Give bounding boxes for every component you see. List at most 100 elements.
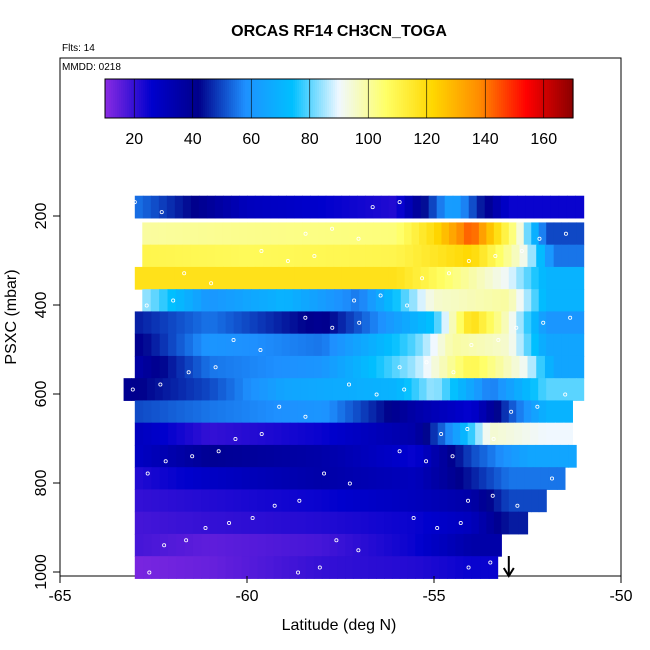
heat-cell: [546, 378, 555, 401]
heat-cell: [530, 422, 539, 446]
colorbar-swatch: [151, 79, 154, 118]
heat-cell: [247, 266, 256, 290]
colorbar-tick-label: 160: [530, 131, 557, 148]
heat-cell: [487, 244, 497, 268]
heat-cell: [309, 266, 319, 290]
heat-cell: [407, 355, 416, 379]
heat-cell: [313, 533, 323, 557]
heat-cell: [270, 195, 280, 219]
heat-cell: [531, 222, 540, 246]
colorbar-swatch: [159, 79, 162, 118]
colorbar-swatch: [189, 79, 192, 118]
heat-cell: [143, 556, 153, 579]
heat-cell: [329, 511, 338, 535]
colorbar-swatch: [371, 79, 374, 118]
heat-cell: [209, 444, 219, 468]
heat-cell: [460, 333, 470, 357]
heat-cell: [241, 444, 251, 468]
heat-cell: [321, 333, 331, 357]
heat-cell: [538, 311, 547, 335]
sample-point: [397, 200, 402, 205]
heat-cell: [428, 266, 438, 290]
heat-cell: [225, 311, 235, 335]
colorbar-swatch: [221, 79, 224, 118]
heat-cell: [158, 244, 168, 268]
sample-point: [216, 449, 221, 454]
heat-cell: [257, 489, 267, 513]
heat-cell: [523, 222, 532, 246]
heat-cell: [399, 511, 409, 535]
heat-cell: [463, 467, 472, 490]
x-tick-label: -60: [235, 588, 258, 605]
heat-cell: [404, 266, 414, 290]
colorbar-swatch: [451, 79, 454, 118]
heat-cell: [337, 489, 346, 513]
heat-cell: [217, 511, 227, 535]
heat-cell: [337, 333, 346, 357]
colorbar-swatch: [511, 79, 514, 118]
sample-point: [424, 360, 429, 365]
colorbar-swatch: [501, 79, 504, 118]
heat-cell: [479, 355, 489, 379]
heat-cell: [143, 422, 153, 446]
heat-cell: [503, 355, 513, 379]
heat-cell: [162, 378, 172, 401]
colorbar-swatch: [193, 79, 196, 118]
heat-cell: [134, 422, 144, 446]
heat-cell: [254, 266, 264, 290]
colorbar-swatch: [483, 79, 486, 118]
heat-cell: [568, 266, 577, 290]
colorbar-swatch: [521, 79, 524, 118]
heat-cell: [281, 444, 291, 468]
heat-cell: [452, 422, 461, 446]
colorbar-swatch: [279, 79, 282, 118]
heat-cell: [357, 244, 366, 268]
colorbar-tick-label: 80: [301, 131, 319, 148]
heat-cell: [309, 244, 319, 268]
heat-cell: [438, 244, 448, 268]
heat-cell: [265, 533, 275, 557]
sample-point: [209, 281, 214, 286]
heat-cell: [568, 333, 577, 357]
heat-cell: [488, 556, 499, 579]
colorbar-swatch: [111, 79, 114, 118]
sample-point: [493, 254, 498, 259]
heat-cell: [516, 222, 525, 246]
sample-point: [397, 449, 402, 454]
heat-cell: [364, 378, 374, 401]
colorbar-swatch: [117, 79, 120, 118]
heat-cell: [143, 533, 153, 557]
heat-cell: [527, 244, 537, 268]
sample-point: [352, 298, 357, 303]
heat-cell: [159, 467, 169, 490]
colorbar-swatch: [407, 79, 410, 118]
heat-cell: [421, 244, 431, 268]
heat-cell: [241, 467, 251, 490]
colorbar-swatch: [495, 79, 498, 118]
heat-cell: [493, 222, 502, 246]
heat-cell: [425, 311, 435, 335]
heat-cell: [238, 195, 248, 219]
heat-cell: [300, 378, 310, 401]
arrow-head: [502, 567, 515, 578]
heat-cell: [329, 311, 339, 335]
heat-cell: [209, 489, 219, 513]
sample-point: [466, 259, 471, 264]
heat-cell: [321, 556, 331, 579]
heat-cell: [493, 467, 502, 490]
colorbar-swatch: [211, 79, 214, 118]
heat-cell: [376, 556, 385, 579]
heat-cell: [423, 444, 432, 468]
heat-cell: [193, 378, 203, 401]
heat-cell: [305, 489, 315, 513]
heat-cell: [546, 333, 555, 357]
heat-cell: [409, 311, 419, 335]
heat-cell: [222, 195, 232, 219]
colorbar-swatch: [377, 79, 380, 118]
colorbar-swatch: [313, 79, 316, 118]
heat-cell: [333, 195, 343, 219]
heat-cell: [267, 378, 277, 401]
heat-cell: [257, 467, 267, 490]
colorbar-swatch: [499, 79, 502, 118]
heat-cell: [313, 489, 323, 513]
